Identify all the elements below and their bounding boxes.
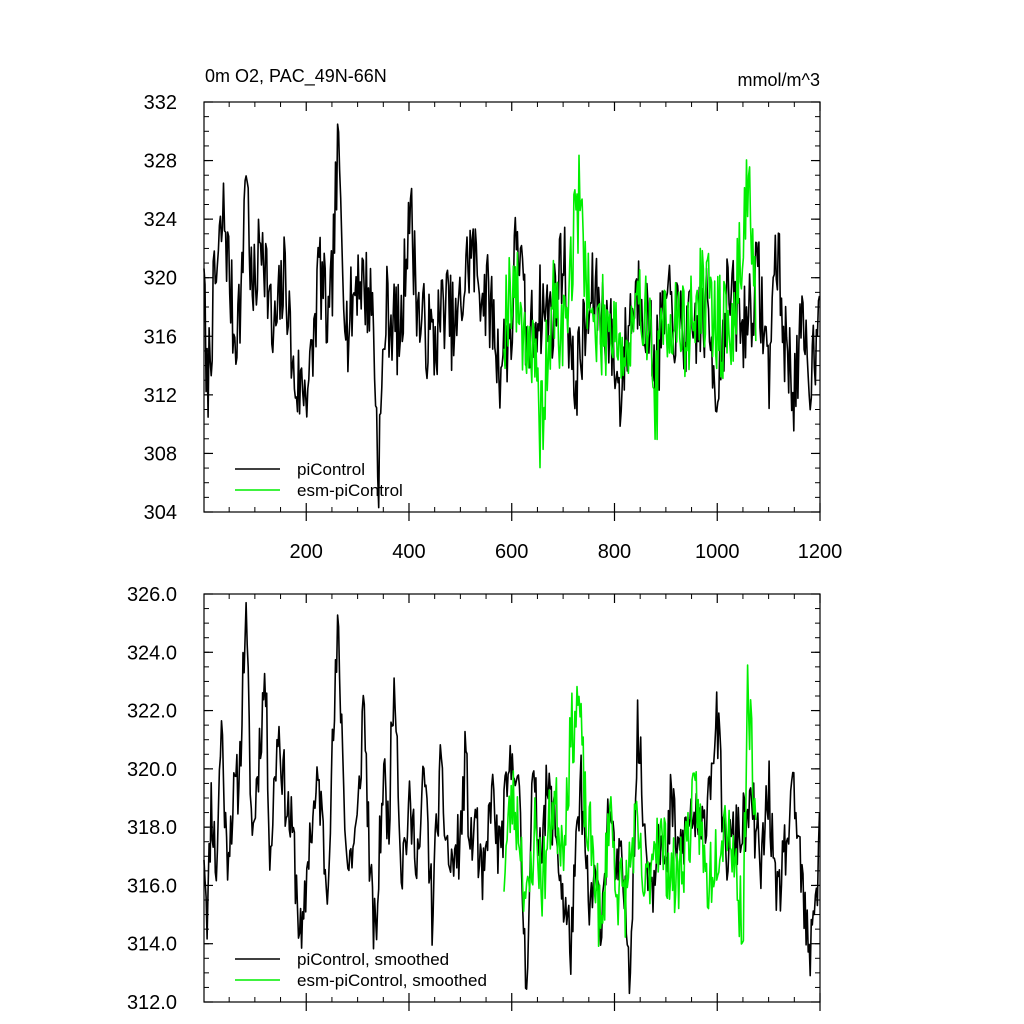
bottom-series-esm-picontrol-line (503, 664, 757, 947)
top-y-tick-label: 304 (144, 502, 177, 524)
top-x-tick-label: 1000 (695, 541, 740, 563)
top-y-tick-label: 312 (144, 385, 177, 407)
top-x-tick-label: 600 (495, 541, 528, 563)
top-legend-label: piControl (297, 460, 365, 479)
top-legend-label: esm-piControl (297, 481, 403, 500)
top-chart-units: mmol/m^3 (738, 70, 820, 90)
top-x-tick-label: 400 (392, 541, 425, 563)
top-x-tick-label: 800 (598, 541, 631, 563)
bottom-legend-label: esm-piControl, smoothed (297, 971, 487, 990)
top-y-tick-label: 316 (144, 326, 177, 348)
top-y-tick-label: 328 (144, 151, 177, 173)
bottom-y-tick-label: 324.0 (127, 642, 177, 664)
bottom-y-tick-label: 318.0 (127, 817, 177, 839)
bottom-y-tick-label: 326.0 (127, 584, 177, 606)
top-y-tick-label: 308 (144, 443, 177, 465)
top-legend: piControl esm-piControl (235, 460, 403, 500)
bottom-series-picontrol-line (203, 601, 821, 995)
bottom-legend: piControl, smoothed esm-piControl, smooth… (235, 950, 487, 990)
bottom-y-tick-label: 314.0 (127, 934, 177, 956)
top-chart-title: 0m O2, PAC_49N-66N (205, 66, 387, 87)
top-y-tick-label: 332 (144, 92, 177, 114)
bottom-y-tick-label: 320.0 (127, 759, 177, 781)
top-y-tick-label: 324 (144, 209, 177, 231)
top-series-esm-picontrol-line (503, 154, 757, 469)
top-x-tick-label: 200 (290, 541, 323, 563)
top-panel: 0m O2, PAC_49N-66N mmol/m^3 304 308 312 316… (144, 66, 843, 563)
bottom-panel: 312.0 314.0 316.0 318.0 320.0 322.0 324.0 326.0… (127, 584, 821, 1014)
bottom-legend-label: piControl, smoothed (297, 950, 449, 969)
top-y-tick-label: 320 (144, 268, 177, 290)
bottom-y-tick-label: 322.0 (127, 701, 177, 723)
bottom-y-tick-label: 316.0 (127, 875, 177, 897)
top-series-picontrol-line (203, 123, 821, 509)
top-x-tick-label: 1200 (798, 541, 843, 563)
bottom-y-tick-label: 312.0 (127, 992, 177, 1014)
